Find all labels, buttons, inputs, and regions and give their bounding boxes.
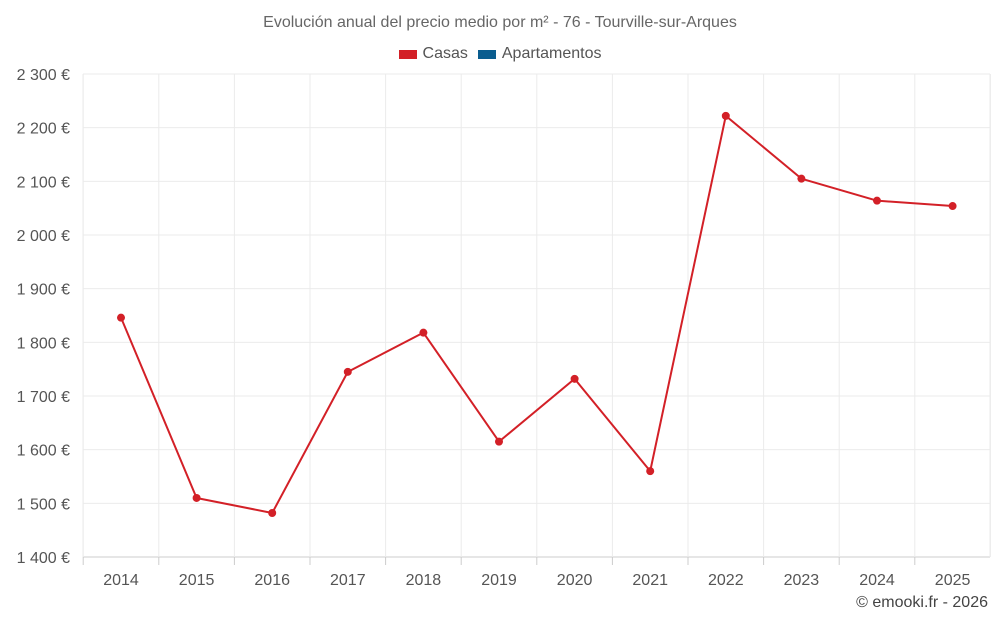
y-tick-label: 1 500 € xyxy=(17,496,70,513)
legend-swatch-casas xyxy=(398,49,417,59)
x-tick-label: 2014 xyxy=(103,572,139,589)
legend-item-casas[interactable]: Casas xyxy=(398,45,468,63)
data-point[interactable] xyxy=(948,202,957,211)
legend-item-apartamentos[interactable]: Apartamentos xyxy=(477,45,602,63)
x-tick-label: 2025 xyxy=(935,572,971,589)
legend: Casas Apartamentos xyxy=(0,45,1000,63)
data-point[interactable] xyxy=(646,467,655,476)
series-line-casas xyxy=(120,114,953,514)
legend-swatch-apartamentos xyxy=(477,49,496,59)
data-point[interactable] xyxy=(117,313,125,322)
data-point[interactable] xyxy=(419,328,428,337)
y-tick-label: 2 300 € xyxy=(17,67,70,84)
axes: 1 400 € 1 500 € 1 600 € 1 700 € 1 800 € 1 900… xyxy=(17,67,971,589)
x-tick-label: 2017 xyxy=(330,572,366,589)
x-tick-label: 2015 xyxy=(179,572,215,589)
legend-label-casas: Casas xyxy=(422,45,468,62)
x-tick-label: 2020 xyxy=(557,572,593,589)
y-tick-label: 2 200 € xyxy=(17,121,70,138)
series-layer xyxy=(117,111,957,517)
y-tick-label: 2 100 € xyxy=(17,174,70,191)
data-point[interactable] xyxy=(721,111,730,120)
credit-text: © emooki.fr - 2026 xyxy=(856,594,988,611)
x-tick-label: 2021 xyxy=(632,572,668,589)
x-tick-label: 2023 xyxy=(784,572,820,589)
data-point[interactable] xyxy=(343,367,352,376)
data-point[interactable] xyxy=(192,493,201,502)
data-point[interactable] xyxy=(797,174,806,183)
y-tick-label: 1 600 € xyxy=(17,443,70,460)
y-tick-label: 1 900 € xyxy=(17,282,70,299)
data-point[interactable] xyxy=(570,374,579,383)
data-point[interactable] xyxy=(873,196,881,205)
y-tick-label: 1 800 € xyxy=(17,335,70,352)
grid xyxy=(82,73,991,558)
x-tick-label: 2016 xyxy=(254,572,290,589)
x-tick-label: 2018 xyxy=(406,572,442,589)
y-tick-label: 1 700 € xyxy=(17,389,70,406)
legend-label-apartamentos: Apartamentos xyxy=(501,45,602,62)
x-tick-label: 2024 xyxy=(859,572,895,589)
x-tick-label: 2019 xyxy=(481,572,517,589)
x-tick-label: 2022 xyxy=(708,572,744,589)
data-point[interactable] xyxy=(495,437,503,446)
y-tick-label: 1 400 € xyxy=(17,550,70,567)
y-tick-label: 2 000 € xyxy=(17,228,70,245)
data-point[interactable] xyxy=(268,508,277,517)
chart-title: Evolución anual del precio medio por m² … xyxy=(263,14,737,31)
